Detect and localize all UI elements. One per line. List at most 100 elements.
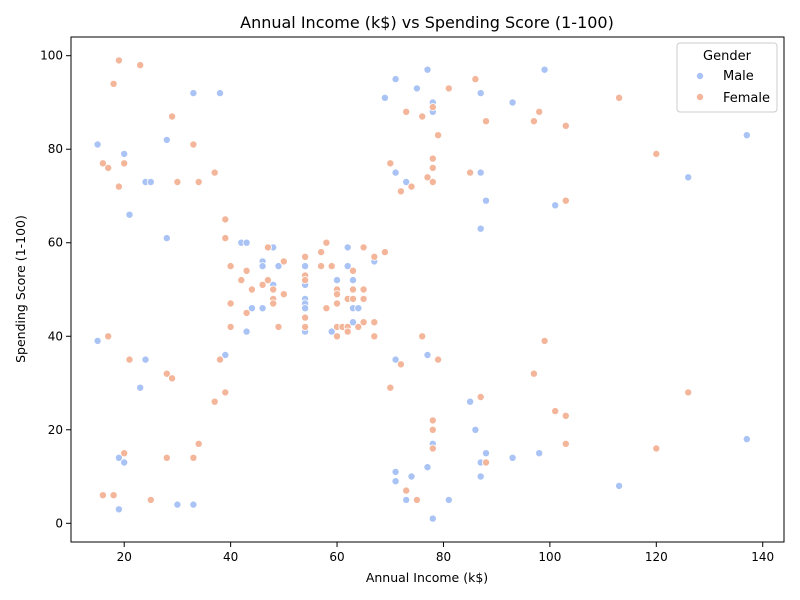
data-point-female [412, 495, 421, 504]
data-point-male [407, 472, 416, 481]
data-point-male [125, 210, 134, 219]
data-point-female [652, 444, 661, 453]
data-point-female [162, 453, 171, 462]
data-point-female [343, 327, 352, 336]
data-point-male [258, 304, 267, 313]
data-point-female [380, 248, 389, 257]
data-point-male [476, 472, 485, 481]
data-point-male [327, 327, 336, 336]
data-point-female [481, 458, 490, 467]
data-point-male [146, 177, 155, 186]
data-point-female [402, 107, 411, 116]
data-point-male [391, 477, 400, 486]
legend: Gender Male Female [676, 42, 778, 113]
data-point-male [508, 453, 517, 462]
data-point-male [423, 350, 432, 359]
data-point-female [561, 121, 570, 130]
data-point-female [428, 163, 437, 172]
data-point-male [162, 234, 171, 243]
data-point-female [386, 383, 395, 392]
data-point-female [561, 411, 570, 420]
x-axis: 20 40 60 80 100 120 140 [117, 542, 774, 564]
data-point-male [114, 453, 123, 462]
data-point-female [274, 322, 283, 331]
data-point-female [104, 163, 113, 172]
data-point-female [242, 266, 251, 275]
data-point-female [247, 285, 256, 294]
data-point-male [354, 304, 363, 313]
legend-title: Gender [703, 49, 752, 64]
data-point-male [423, 65, 432, 74]
y-tick-label: 40 [48, 329, 63, 343]
data-point-male [274, 262, 283, 271]
data-point-female [210, 397, 219, 406]
data-point-male [114, 505, 123, 514]
data-point-male [380, 93, 389, 102]
data-point-male [343, 243, 352, 252]
data-point-male [301, 304, 310, 313]
x-tick-label: 100 [538, 550, 561, 564]
data-point-female [332, 332, 341, 341]
data-point-male [476, 89, 485, 98]
data-point-female [194, 177, 203, 186]
data-point-male [535, 449, 544, 458]
data-point-male [423, 463, 432, 472]
data-point-female [332, 299, 341, 308]
data-point-female [540, 336, 549, 345]
data-point-female [146, 495, 155, 504]
data-point-female [466, 168, 475, 177]
data-point-male [742, 435, 751, 444]
y-axis-label: Spending Score (1-100) [13, 215, 28, 363]
data-point-male [391, 467, 400, 476]
data-point-male [141, 355, 150, 364]
data-point-female [428, 425, 437, 434]
x-tick-label: 120 [645, 550, 668, 564]
data-point-female [359, 294, 368, 303]
data-point-female [120, 449, 129, 458]
data-point-female [423, 173, 432, 182]
data-point-male [481, 196, 490, 205]
data-point-male [391, 75, 400, 84]
data-point-female [615, 93, 624, 102]
data-point-female [317, 248, 326, 257]
data-point-female [359, 285, 368, 294]
y-tick-label: 60 [48, 236, 63, 250]
data-point-female [98, 159, 107, 168]
data-point-male [173, 500, 182, 509]
data-point-female [263, 243, 272, 252]
x-tick-label: 140 [751, 550, 774, 564]
data-point-female [370, 332, 379, 341]
data-point-female [125, 355, 134, 364]
data-point-male [348, 318, 357, 327]
data-point-female [348, 266, 357, 275]
y-axis: 0 20 40 60 80 100 [40, 49, 71, 530]
data-point-female [354, 322, 363, 331]
data-point-female [428, 177, 437, 186]
data-point-male [247, 304, 256, 313]
data-point-female [407, 182, 416, 191]
data-point-male [466, 397, 475, 406]
data-point-male [189, 89, 198, 98]
data-point-male [391, 355, 400, 364]
data-point-female [317, 262, 326, 271]
data-point-female [529, 369, 538, 378]
data-point-female [418, 332, 427, 341]
data-point-male [93, 140, 102, 149]
data-point-female [561, 439, 570, 448]
data-point-female [114, 56, 123, 65]
data-point-male [615, 481, 624, 490]
data-point-female [162, 369, 171, 378]
plot-frame [70, 36, 785, 543]
data-point-female [332, 290, 341, 299]
data-point-female [109, 491, 118, 500]
data-point-female [551, 407, 560, 416]
data-point-female [348, 285, 357, 294]
x-tick-label: 80 [436, 550, 451, 564]
legend-label-female: Female [723, 91, 770, 106]
data-point-male [93, 336, 102, 345]
chart-title: Annual Income (k$) vs Spending Score (1-… [240, 13, 614, 32]
data-point-female [168, 112, 177, 121]
data-point-female [237, 276, 246, 285]
data-point-female [189, 140, 198, 149]
